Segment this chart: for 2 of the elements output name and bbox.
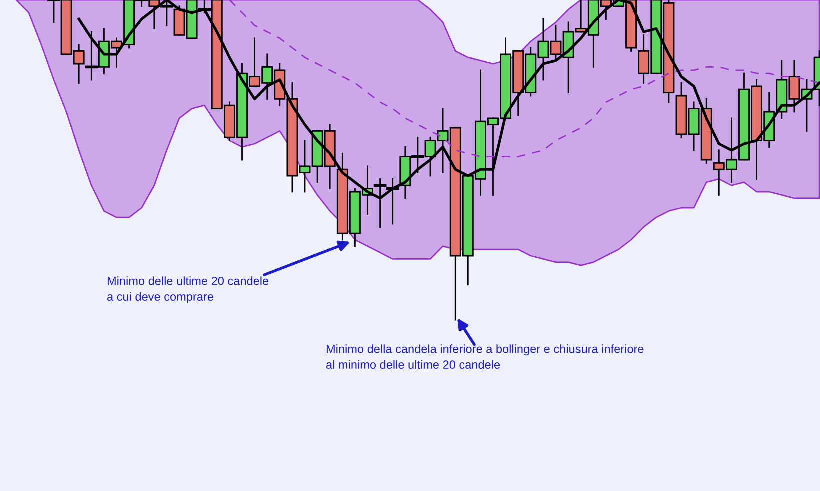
annotation: Minimo delle ultime 20 candele a cui deve comprare (108, 276, 269, 304)
text: Minimo della candela inferiore a bollinger e chiusura inferiore al minimo delle ultime 20 candele (326, 344, 644, 370)
